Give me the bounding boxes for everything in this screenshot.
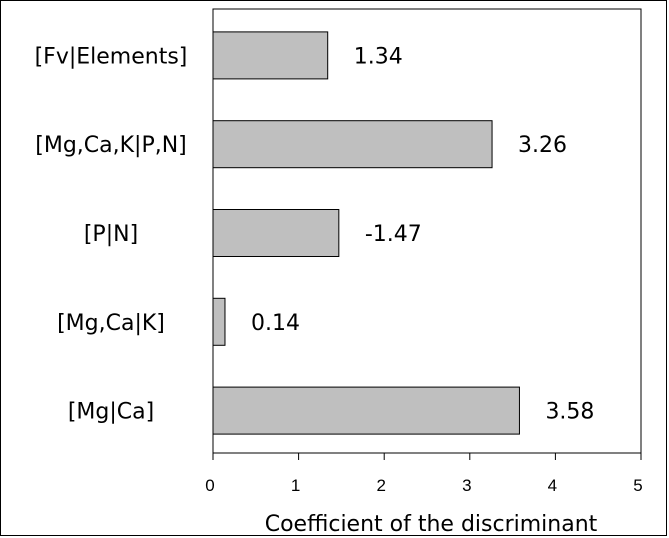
bar: [212, 120, 493, 169]
x-tick-label: 3: [462, 476, 471, 495]
plot-area: [Fv|Elements] 1.34 [Mg,Ca,K|P,N] 3.26 [P|N] -…: [35, 8, 643, 495]
x-tick-label: 5: [633, 476, 642, 495]
data-label: 0.14: [251, 311, 300, 336]
category-label: [Mg,Ca,K|P,N]: [35, 133, 187, 158]
bar: [212, 209, 340, 257]
data-label: 3.58: [545, 400, 594, 425]
data-label: -1.47: [365, 222, 422, 247]
bar: [212, 386, 520, 435]
category-label: [P|N]: [84, 222, 138, 247]
x-tick-label: 2: [376, 476, 385, 495]
x-tick-label: 4: [548, 476, 557, 495]
category-label: [Mg,Ca|K]: [57, 311, 165, 336]
data-label: 1.34: [354, 44, 403, 69]
data-label: 3.26: [518, 133, 567, 158]
bar: [212, 31, 329, 80]
category-label: [Fv|Elements]: [35, 44, 188, 69]
x-axis-title: Coefficient of the discriminant: [265, 512, 598, 537]
bar: [212, 297, 226, 346]
x-tick-label: 1: [291, 476, 300, 495]
x-tick-label: 0: [205, 476, 214, 495]
category-label: [Mg|Ca]: [68, 400, 154, 425]
